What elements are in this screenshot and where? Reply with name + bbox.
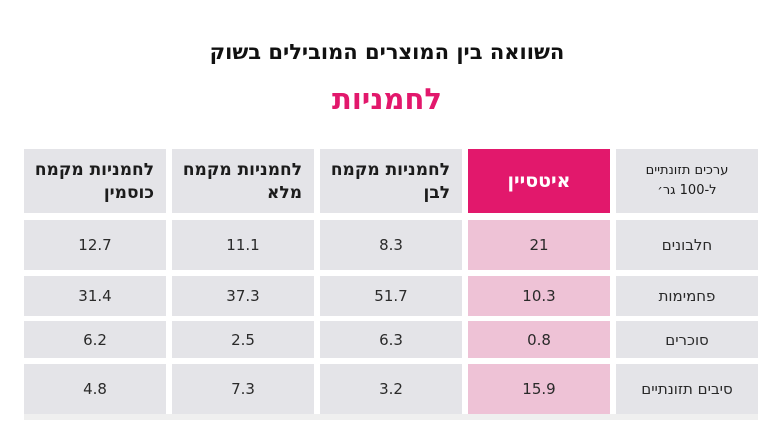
table-cell: 31.4 (24, 276, 166, 316)
table-cell: 37.3 (172, 276, 314, 316)
column-header-spelt-flour: לחמניות מקמח כוסמין (24, 149, 166, 213)
corner-header: ערכים תזונתיים ל-100 גר׳ (616, 149, 758, 213)
table-cell: 11.1 (172, 220, 314, 270)
row-label-sugars: סוכרים (616, 321, 758, 358)
column-header-itsain: איטסיין (468, 149, 610, 213)
table-cell: 12.7 (24, 220, 166, 270)
table-cell: 0.8 (468, 321, 610, 358)
table-cell: 10.3 (468, 276, 610, 316)
column-header-whole-flour: לחמניות מקמח מלא (172, 149, 314, 213)
table-cell: 21 (468, 220, 610, 270)
row-label-dietary-fiber: סיבים תזונתיים (616, 364, 758, 414)
table-cell: 8.3 (320, 220, 462, 270)
page-subtitle: לחמניות (332, 82, 442, 116)
table-cell: 3.2 (320, 364, 462, 414)
corner-header-line1: ערכים תזונתיים (645, 163, 729, 178)
column-header-white-flour: לחמניות מקמח לבן (320, 149, 462, 213)
row-label-proteins: חלבונים (616, 220, 758, 270)
table-cell: 6.3 (320, 321, 462, 358)
page-title: השוואה בין המוצרים המובילים בשוק (209, 40, 565, 64)
table-shadow (24, 414, 758, 420)
row-label-carbohydrates: פחמימות (616, 276, 758, 316)
table-cell: 2.5 (172, 321, 314, 358)
table-cell: 6.2 (24, 321, 166, 358)
table-cell: 4.8 (24, 364, 166, 414)
table-cell: 51.7 (320, 276, 462, 316)
table-cell: 7.3 (172, 364, 314, 414)
corner-header-line2: ל-100 גר׳ (657, 183, 717, 198)
table-cell: 15.9 (468, 364, 610, 414)
